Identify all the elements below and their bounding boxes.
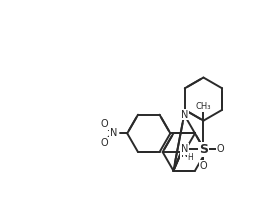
Text: N: N: [110, 128, 117, 138]
Text: O: O: [217, 144, 224, 154]
Text: O: O: [100, 119, 108, 129]
Text: N: N: [181, 149, 188, 159]
Text: CH₃: CH₃: [196, 102, 211, 111]
Text: O: O: [200, 161, 207, 171]
Text: H: H: [187, 153, 193, 162]
Text: N: N: [181, 144, 188, 154]
Text: N: N: [181, 110, 188, 120]
Text: O: O: [100, 138, 108, 148]
Text: S: S: [199, 143, 208, 156]
